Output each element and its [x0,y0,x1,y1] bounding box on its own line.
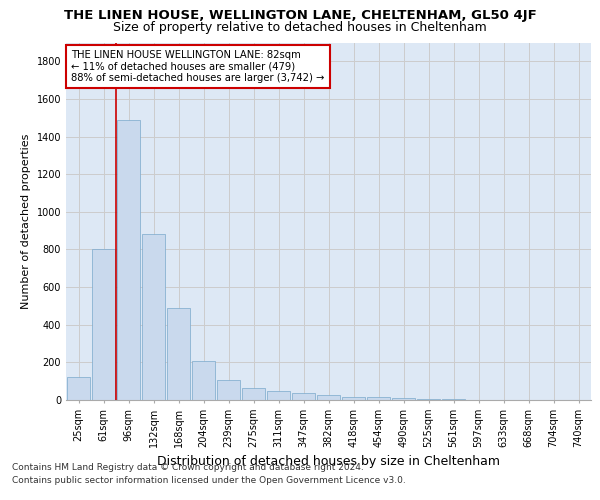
Text: Size of property relative to detached houses in Cheltenham: Size of property relative to detached ho… [113,21,487,34]
Bar [92,250,115,400]
Bar [416,399,440,400]
Bar [392,398,415,400]
Bar [116,120,140,400]
Text: THE LINEN HOUSE, WELLINGTON LANE, CHELTENHAM, GL50 4JF: THE LINEN HOUSE, WELLINGTON LANE, CHELTE… [64,9,536,22]
Bar [341,396,365,400]
Text: THE LINEN HOUSE WELLINGTON LANE: 82sqm
← 11% of detached houses are smaller (479: THE LINEN HOUSE WELLINGTON LANE: 82sqm ←… [71,50,325,83]
Y-axis label: Number of detached properties: Number of detached properties [21,134,31,309]
Text: Contains public sector information licensed under the Open Government Licence v3: Contains public sector information licen… [12,476,406,485]
Text: Contains HM Land Registry data © Crown copyright and database right 2024.: Contains HM Land Registry data © Crown c… [12,462,364,471]
Bar [367,397,391,400]
Bar [167,308,190,400]
Bar [217,380,241,400]
Bar [292,394,316,400]
Bar [266,391,290,400]
Bar [67,378,91,400]
Bar [317,394,340,400]
Bar [191,362,215,400]
X-axis label: Distribution of detached houses by size in Cheltenham: Distribution of detached houses by size … [157,456,500,468]
Bar [242,388,265,400]
Bar [142,234,166,400]
